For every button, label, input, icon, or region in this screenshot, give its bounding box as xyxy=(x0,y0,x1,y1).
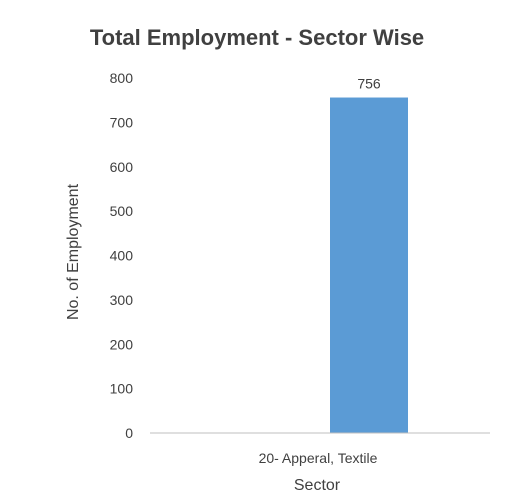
y-tick-label: 100 xyxy=(110,381,134,397)
y-tick-label: 400 xyxy=(110,248,134,264)
data-label: 756 xyxy=(357,76,381,92)
chart-title: Total Employment - Sector Wise xyxy=(90,25,424,50)
y-tick-label: 200 xyxy=(110,336,134,352)
y-tick-label: 500 xyxy=(110,203,134,219)
y-tick-label: 300 xyxy=(110,292,134,308)
x-axis-ticks: 20- Apperal, Textile xyxy=(259,450,378,466)
x-tick-label: 20- Apperal, Textile xyxy=(259,450,378,466)
y-tick-label: 700 xyxy=(110,114,134,130)
y-axis-title: No. of Employment xyxy=(65,183,82,320)
bars-group: 756 xyxy=(330,76,408,434)
y-axis-ticks: 0 100 200 300 400 500 600 700 800 xyxy=(110,70,134,441)
x-axis-title: Sector xyxy=(294,477,341,494)
bar xyxy=(330,97,408,434)
y-tick-label: 0 xyxy=(125,425,133,441)
y-tick-label: 800 xyxy=(110,70,134,86)
y-tick-label: 600 xyxy=(110,159,134,175)
